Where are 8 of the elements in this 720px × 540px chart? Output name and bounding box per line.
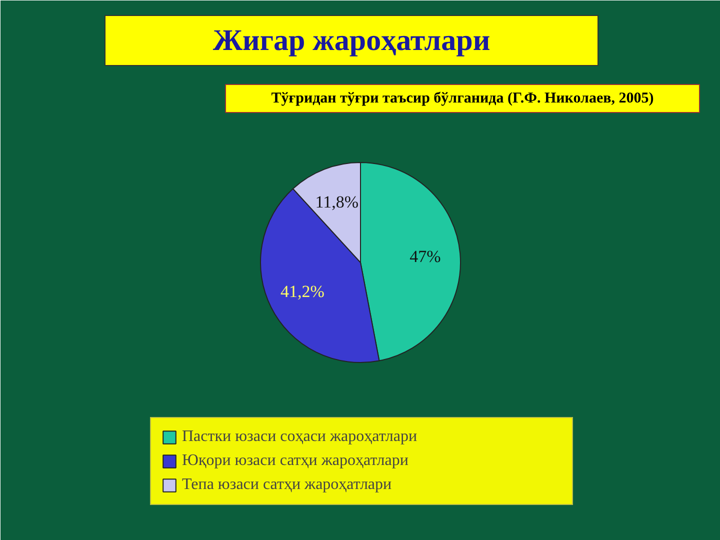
data-label: 11,8%: [315, 192, 359, 212]
chart-subtitle: Тўғридан тўғри таъсир бўлганида (Г.Ф. Николаев, 2005): [271, 90, 654, 106]
legend-label: Юқори юзаси сатҳи жароҳатлари: [182, 452, 410, 470]
chart-title: Жигар жароҳатлари: [212, 24, 490, 57]
legend-label: Пастки юзаси соҳаси жароҳатлари: [182, 428, 418, 446]
data-label: 47%: [410, 246, 441, 266]
legend-label: Тепа юзаси сатҳи жароҳатлари: [182, 476, 393, 494]
data-label: 41,2%: [280, 282, 324, 302]
